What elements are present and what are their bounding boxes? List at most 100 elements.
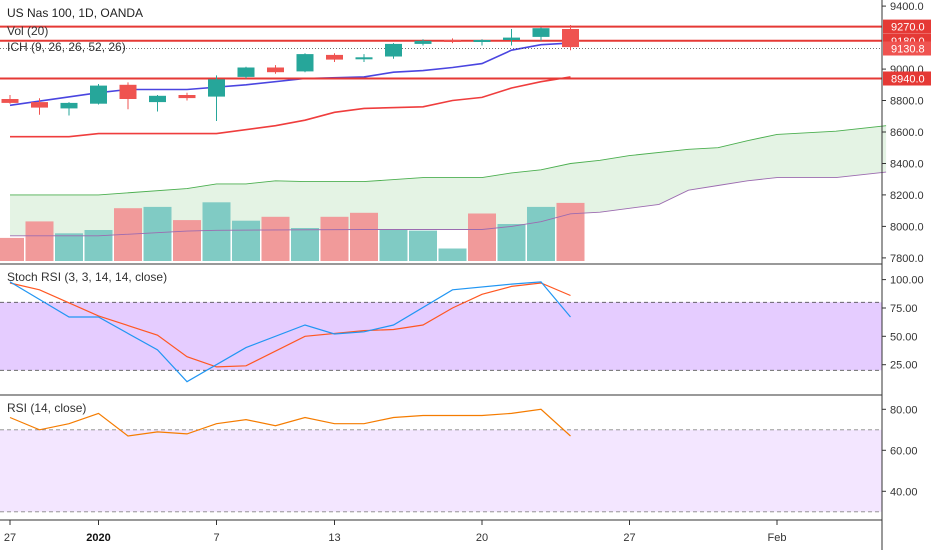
volume-bar [468, 213, 496, 261]
ichimoku-span-b-line [10, 171, 887, 237]
price-tick-label: 9400.0 [890, 1, 924, 13]
candle [473, 39, 491, 46]
candle-body [178, 95, 196, 99]
candle [414, 39, 432, 46]
candle-body [237, 67, 255, 77]
plot-area [0, 25, 887, 513]
rsi-legend: RSI (14, close) [7, 401, 86, 415]
time-tick-label: 7 [213, 532, 219, 544]
candle [385, 43, 402, 59]
rsi-tick-label: 40.00 [890, 486, 918, 498]
price-label-text: 8940.0 [891, 74, 925, 86]
volume-bar [55, 233, 83, 261]
stoch-tick-label: 50.00 [890, 331, 918, 343]
time-tick-label: 27 [4, 532, 16, 544]
ichimoku-conversion-line [9, 42, 571, 107]
price-tick-label: 8600.0 [890, 127, 924, 139]
price-label-badge [883, 19, 931, 34]
volume-bar [143, 206, 172, 261]
candle-body [355, 57, 373, 60]
volume-bar [409, 230, 437, 261]
ichimoku-legend: ICH (9, 26, 26, 52, 26) [7, 40, 126, 54]
candle-body [60, 102, 78, 109]
ichimoku-base-line [10, 76, 571, 138]
candle [1, 95, 19, 104]
candle [355, 54, 373, 62]
time-tick-label: Feb [768, 532, 787, 544]
candle [149, 95, 166, 112]
ichimoku-span-a-line [10, 125, 887, 196]
candle-body [267, 67, 284, 73]
price-tick-label: 7800.0 [890, 253, 924, 265]
candle [60, 102, 78, 116]
candle-body [326, 54, 343, 60]
volume-bar [25, 221, 54, 261]
stoch-tick-label: 100.00 [890, 275, 924, 287]
candle [208, 75, 225, 121]
candle [532, 27, 550, 41]
volume-bar [497, 224, 526, 261]
time-tick-label: 27 [623, 532, 635, 544]
volume-bar [320, 216, 349, 261]
price-tick-label: 8000.0 [890, 221, 924, 233]
time-tick-label: 13 [328, 532, 340, 544]
volume-bar [202, 202, 231, 261]
symbol-title: US Nas 100, 1D, OANDA [7, 6, 143, 20]
candle-body [90, 85, 107, 104]
price-label-badge [883, 71, 931, 86]
volume-bar [232, 220, 260, 261]
stoch-rsi-band [0, 302, 882, 371]
stoch-rsi-k-line [9, 281, 571, 383]
volume-bar [291, 228, 319, 261]
rsi-band [0, 429, 882, 512]
candle [119, 82, 137, 110]
axes: 9400.09000.08800.08600.08400.08200.08000… [4, 1, 931, 544]
volume-bar [261, 216, 290, 261]
stoch-tick-label: 25.00 [890, 360, 918, 372]
stoch-rsi-legend: Stoch RSI (3, 3, 14, 14, close) [7, 270, 167, 284]
candle-body [414, 40, 432, 44]
candle-body [444, 40, 461, 42]
candle [267, 65, 284, 74]
candle [503, 29, 520, 46]
candle [31, 98, 48, 115]
candle [444, 38, 461, 44]
time-tick-label: 2020 [86, 532, 110, 544]
stoch-tick-label: 75.00 [890, 303, 918, 315]
candle [90, 84, 107, 105]
price-tick-label: 8200.0 [890, 190, 924, 202]
candle-body [503, 37, 520, 40]
rsi-tick-label: 80.00 [890, 404, 918, 416]
candle [178, 92, 196, 101]
volume-bar [173, 220, 201, 261]
candle-body [562, 29, 579, 48]
candle-body [532, 28, 550, 37]
volume-bar [84, 230, 113, 261]
candle [326, 53, 343, 62]
candle-body [296, 54, 314, 72]
candle [237, 66, 255, 79]
candle-body [1, 99, 19, 103]
candle [562, 25, 579, 51]
candle-body [473, 40, 491, 42]
candle-body [149, 95, 166, 103]
volume-bar [350, 212, 378, 261]
volume-bar [0, 237, 24, 261]
price-label-text: 9270.0 [891, 22, 925, 34]
candle [296, 53, 314, 73]
price-label-badge [883, 41, 931, 56]
candle-body [208, 79, 225, 97]
volume-legend: Vol (20) [7, 24, 48, 38]
volume-bar [438, 248, 467, 261]
price-tick-label: 8800.0 [890, 96, 924, 108]
candle-body [31, 102, 48, 108]
volume-bar [527, 206, 555, 261]
price-tick-label: 8400.0 [890, 159, 924, 171]
volume-bar [379, 229, 408, 261]
candle-body [119, 84, 137, 99]
candle-body [385, 43, 402, 57]
price-label-text: 9130.8 [891, 44, 925, 56]
rsi-line [9, 408, 571, 437]
rsi-tick-label: 60.00 [890, 445, 918, 457]
